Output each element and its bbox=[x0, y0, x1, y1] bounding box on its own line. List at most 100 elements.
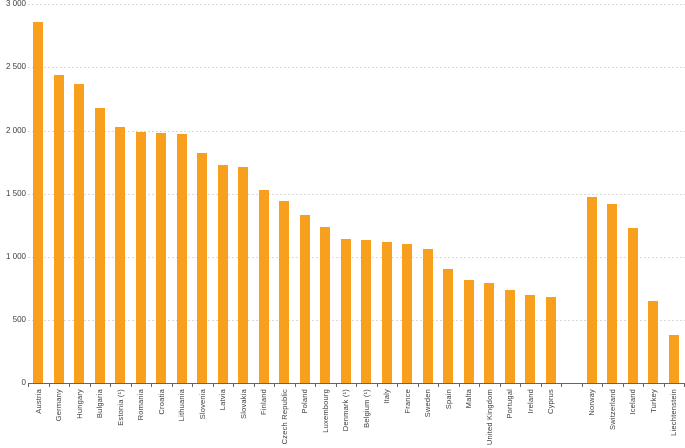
bar bbox=[361, 240, 372, 383]
x-axis-label: Latvia bbox=[218, 389, 228, 411]
bar bbox=[607, 203, 618, 383]
y-axis-tick-label: 3 000 bbox=[5, 0, 26, 9]
x-axis-label: Denmark (¹) bbox=[341, 389, 351, 432]
x-axis-tick bbox=[356, 384, 357, 387]
x-axis-tick bbox=[171, 384, 173, 387]
bar bbox=[443, 269, 454, 383]
x-axis-label: Italy bbox=[382, 389, 392, 404]
x-axis-label: Sweden bbox=[423, 389, 433, 418]
x-axis-label: Czech Republic bbox=[279, 389, 289, 445]
bar bbox=[525, 294, 536, 383]
y-axis-tick-label: 1 500 bbox=[5, 188, 26, 198]
bar bbox=[586, 197, 597, 383]
bar bbox=[197, 153, 208, 383]
bar bbox=[176, 134, 187, 383]
gridline bbox=[28, 319, 685, 321]
x-axis-label: Hungary bbox=[74, 389, 84, 419]
x-axis-tick bbox=[479, 384, 480, 387]
bar bbox=[340, 239, 351, 383]
x-axis-tick bbox=[212, 384, 214, 387]
gridline bbox=[28, 67, 685, 69]
bar bbox=[53, 75, 64, 383]
gridline bbox=[28, 256, 685, 258]
x-axis-tick bbox=[130, 384, 132, 387]
x-axis-tick bbox=[397, 384, 398, 387]
x-axis-label: Finland bbox=[259, 389, 269, 415]
x-axis-label: Croatia bbox=[156, 389, 166, 415]
bar bbox=[668, 335, 679, 383]
bar bbox=[484, 283, 495, 383]
y-axis-tick-label: 2 000 bbox=[5, 125, 26, 135]
bar bbox=[648, 300, 659, 383]
gridline bbox=[28, 4, 685, 6]
x-axis-label: United Kingdom bbox=[484, 389, 494, 446]
x-axis-label: Turkey bbox=[648, 389, 658, 413]
bar bbox=[627, 227, 638, 383]
bar bbox=[115, 126, 126, 383]
x-axis-label: Slovakia bbox=[238, 389, 248, 419]
x-axis-label: Portugal bbox=[505, 389, 515, 419]
x-axis-label: Iceland bbox=[628, 389, 638, 415]
x-axis-label: Austria bbox=[33, 389, 43, 414]
bar bbox=[94, 107, 105, 383]
x-axis-label: Switzerland bbox=[607, 389, 617, 430]
bar bbox=[258, 189, 269, 383]
x-axis-label: Poland bbox=[300, 389, 310, 414]
x-axis-label: France bbox=[402, 389, 412, 414]
x-axis-tick bbox=[663, 384, 665, 387]
gridline bbox=[28, 130, 685, 132]
x-axis-label: Slovenia bbox=[197, 389, 207, 420]
x-axis-tick bbox=[499, 384, 501, 387]
x-axis-label: Belgium (¹) bbox=[361, 389, 371, 428]
x-axis-tick bbox=[48, 384, 50, 387]
bar bbox=[402, 244, 413, 383]
x-axis-tick bbox=[458, 384, 460, 387]
gridline bbox=[28, 193, 685, 195]
bar bbox=[156, 133, 167, 383]
bar bbox=[74, 83, 85, 383]
bar bbox=[217, 164, 228, 383]
x-axis-label: Malta bbox=[464, 389, 474, 409]
x-axis-tick bbox=[438, 384, 439, 387]
x-axis-tick bbox=[417, 384, 419, 387]
x-axis-tick bbox=[192, 384, 193, 387]
bar bbox=[463, 279, 474, 383]
bar bbox=[320, 226, 331, 383]
x-axis-label: Estonia (¹) bbox=[115, 389, 125, 426]
x-axis-label: Bulgaria bbox=[95, 389, 105, 419]
x-axis-label: Ireland bbox=[525, 389, 535, 414]
bar bbox=[545, 297, 556, 383]
bar bbox=[279, 201, 290, 383]
y-axis-tick-label: 2 500 bbox=[5, 62, 26, 72]
y-axis-tick-label: 500 bbox=[12, 314, 26, 324]
x-axis-tick bbox=[602, 384, 603, 387]
x-axis-label: Liechtenstein bbox=[669, 389, 679, 436]
x-axis-tick bbox=[581, 384, 583, 387]
x-axis-tick bbox=[294, 384, 296, 387]
x-axis-tick bbox=[151, 384, 152, 387]
x-axis-tick bbox=[540, 384, 542, 387]
x-axis-line bbox=[28, 383, 685, 384]
bar bbox=[504, 289, 515, 383]
x-axis-tick bbox=[520, 384, 521, 387]
x-axis-label: Cyprus bbox=[546, 389, 556, 414]
x-axis-tick bbox=[561, 384, 562, 387]
x-axis-tick bbox=[274, 384, 275, 387]
y-axis-tick-label: 0 bbox=[21, 378, 26, 387]
y-axis-tick-label: 1 000 bbox=[5, 251, 26, 261]
x-axis-tick bbox=[28, 384, 29, 387]
bar bbox=[381, 241, 392, 383]
x-axis-tick bbox=[69, 384, 70, 387]
x-axis-label: Spain bbox=[443, 389, 453, 410]
bar bbox=[33, 22, 44, 383]
bar bbox=[238, 167, 249, 383]
x-axis-tick bbox=[233, 384, 234, 387]
x-axis-label: Lithuania bbox=[177, 389, 187, 422]
x-axis-tick bbox=[315, 384, 316, 387]
x-axis-tick bbox=[643, 384, 644, 387]
x-axis-tick bbox=[376, 384, 378, 387]
x-axis-tick bbox=[253, 384, 255, 387]
x-axis-label: Luxembourg bbox=[320, 389, 330, 433]
x-axis-label: Germany bbox=[54, 389, 64, 422]
